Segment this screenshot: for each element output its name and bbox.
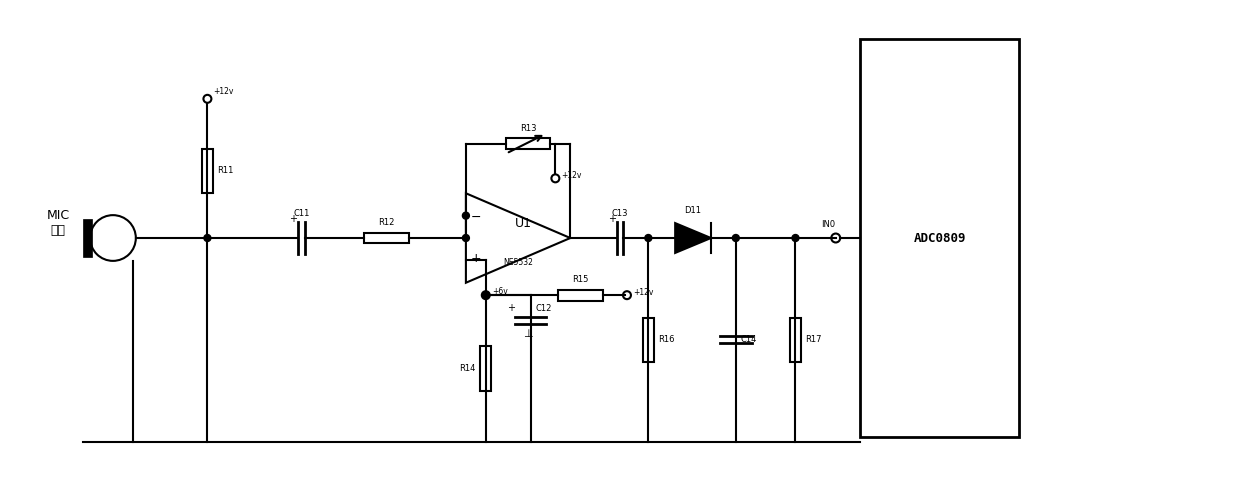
Text: +: + [289, 214, 298, 224]
Text: +: + [507, 303, 515, 313]
Circle shape [645, 235, 652, 241]
Circle shape [463, 235, 470, 241]
Text: C14: C14 [740, 336, 758, 345]
Bar [365, 232, 409, 243]
Text: R13: R13 [520, 124, 536, 132]
Bar [558, 290, 603, 301]
Bar [642, 317, 653, 362]
Text: +12v: +12v [562, 171, 582, 180]
Circle shape [792, 235, 799, 241]
Text: MIC
单元: MIC 单元 [47, 209, 69, 237]
Text: −: − [471, 211, 481, 224]
Text: ⊥: ⊥ [523, 329, 532, 339]
Text: +: + [470, 252, 481, 265]
Bar [506, 138, 551, 149]
Text: C13: C13 [611, 209, 629, 218]
Text: C11: C11 [294, 209, 310, 218]
Bar [83, 219, 92, 257]
Text: ADC0809: ADC0809 [914, 231, 966, 245]
Text: R14: R14 [460, 364, 476, 373]
Text: +: + [608, 214, 615, 224]
Polygon shape [675, 223, 711, 253]
Text: NE5532: NE5532 [503, 259, 533, 267]
Circle shape [482, 292, 490, 299]
Circle shape [203, 235, 211, 241]
Text: D11: D11 [684, 206, 702, 215]
Text: IN0: IN0 [821, 220, 836, 229]
Text: R16: R16 [658, 336, 675, 345]
Bar [480, 346, 491, 391]
Bar [861, 39, 1019, 437]
Text: +6v: +6v [492, 287, 507, 296]
Text: +12v: +12v [632, 288, 653, 297]
Text: U1: U1 [515, 217, 532, 229]
Bar [202, 149, 213, 193]
Text: R17: R17 [806, 336, 822, 345]
Circle shape [463, 212, 470, 219]
Text: R11: R11 [217, 166, 233, 175]
Circle shape [733, 235, 739, 241]
Text: R15: R15 [572, 275, 589, 284]
Bar [790, 317, 801, 362]
Text: R12: R12 [378, 218, 394, 227]
Text: +12v: +12v [213, 87, 234, 97]
Text: C12: C12 [536, 304, 552, 313]
